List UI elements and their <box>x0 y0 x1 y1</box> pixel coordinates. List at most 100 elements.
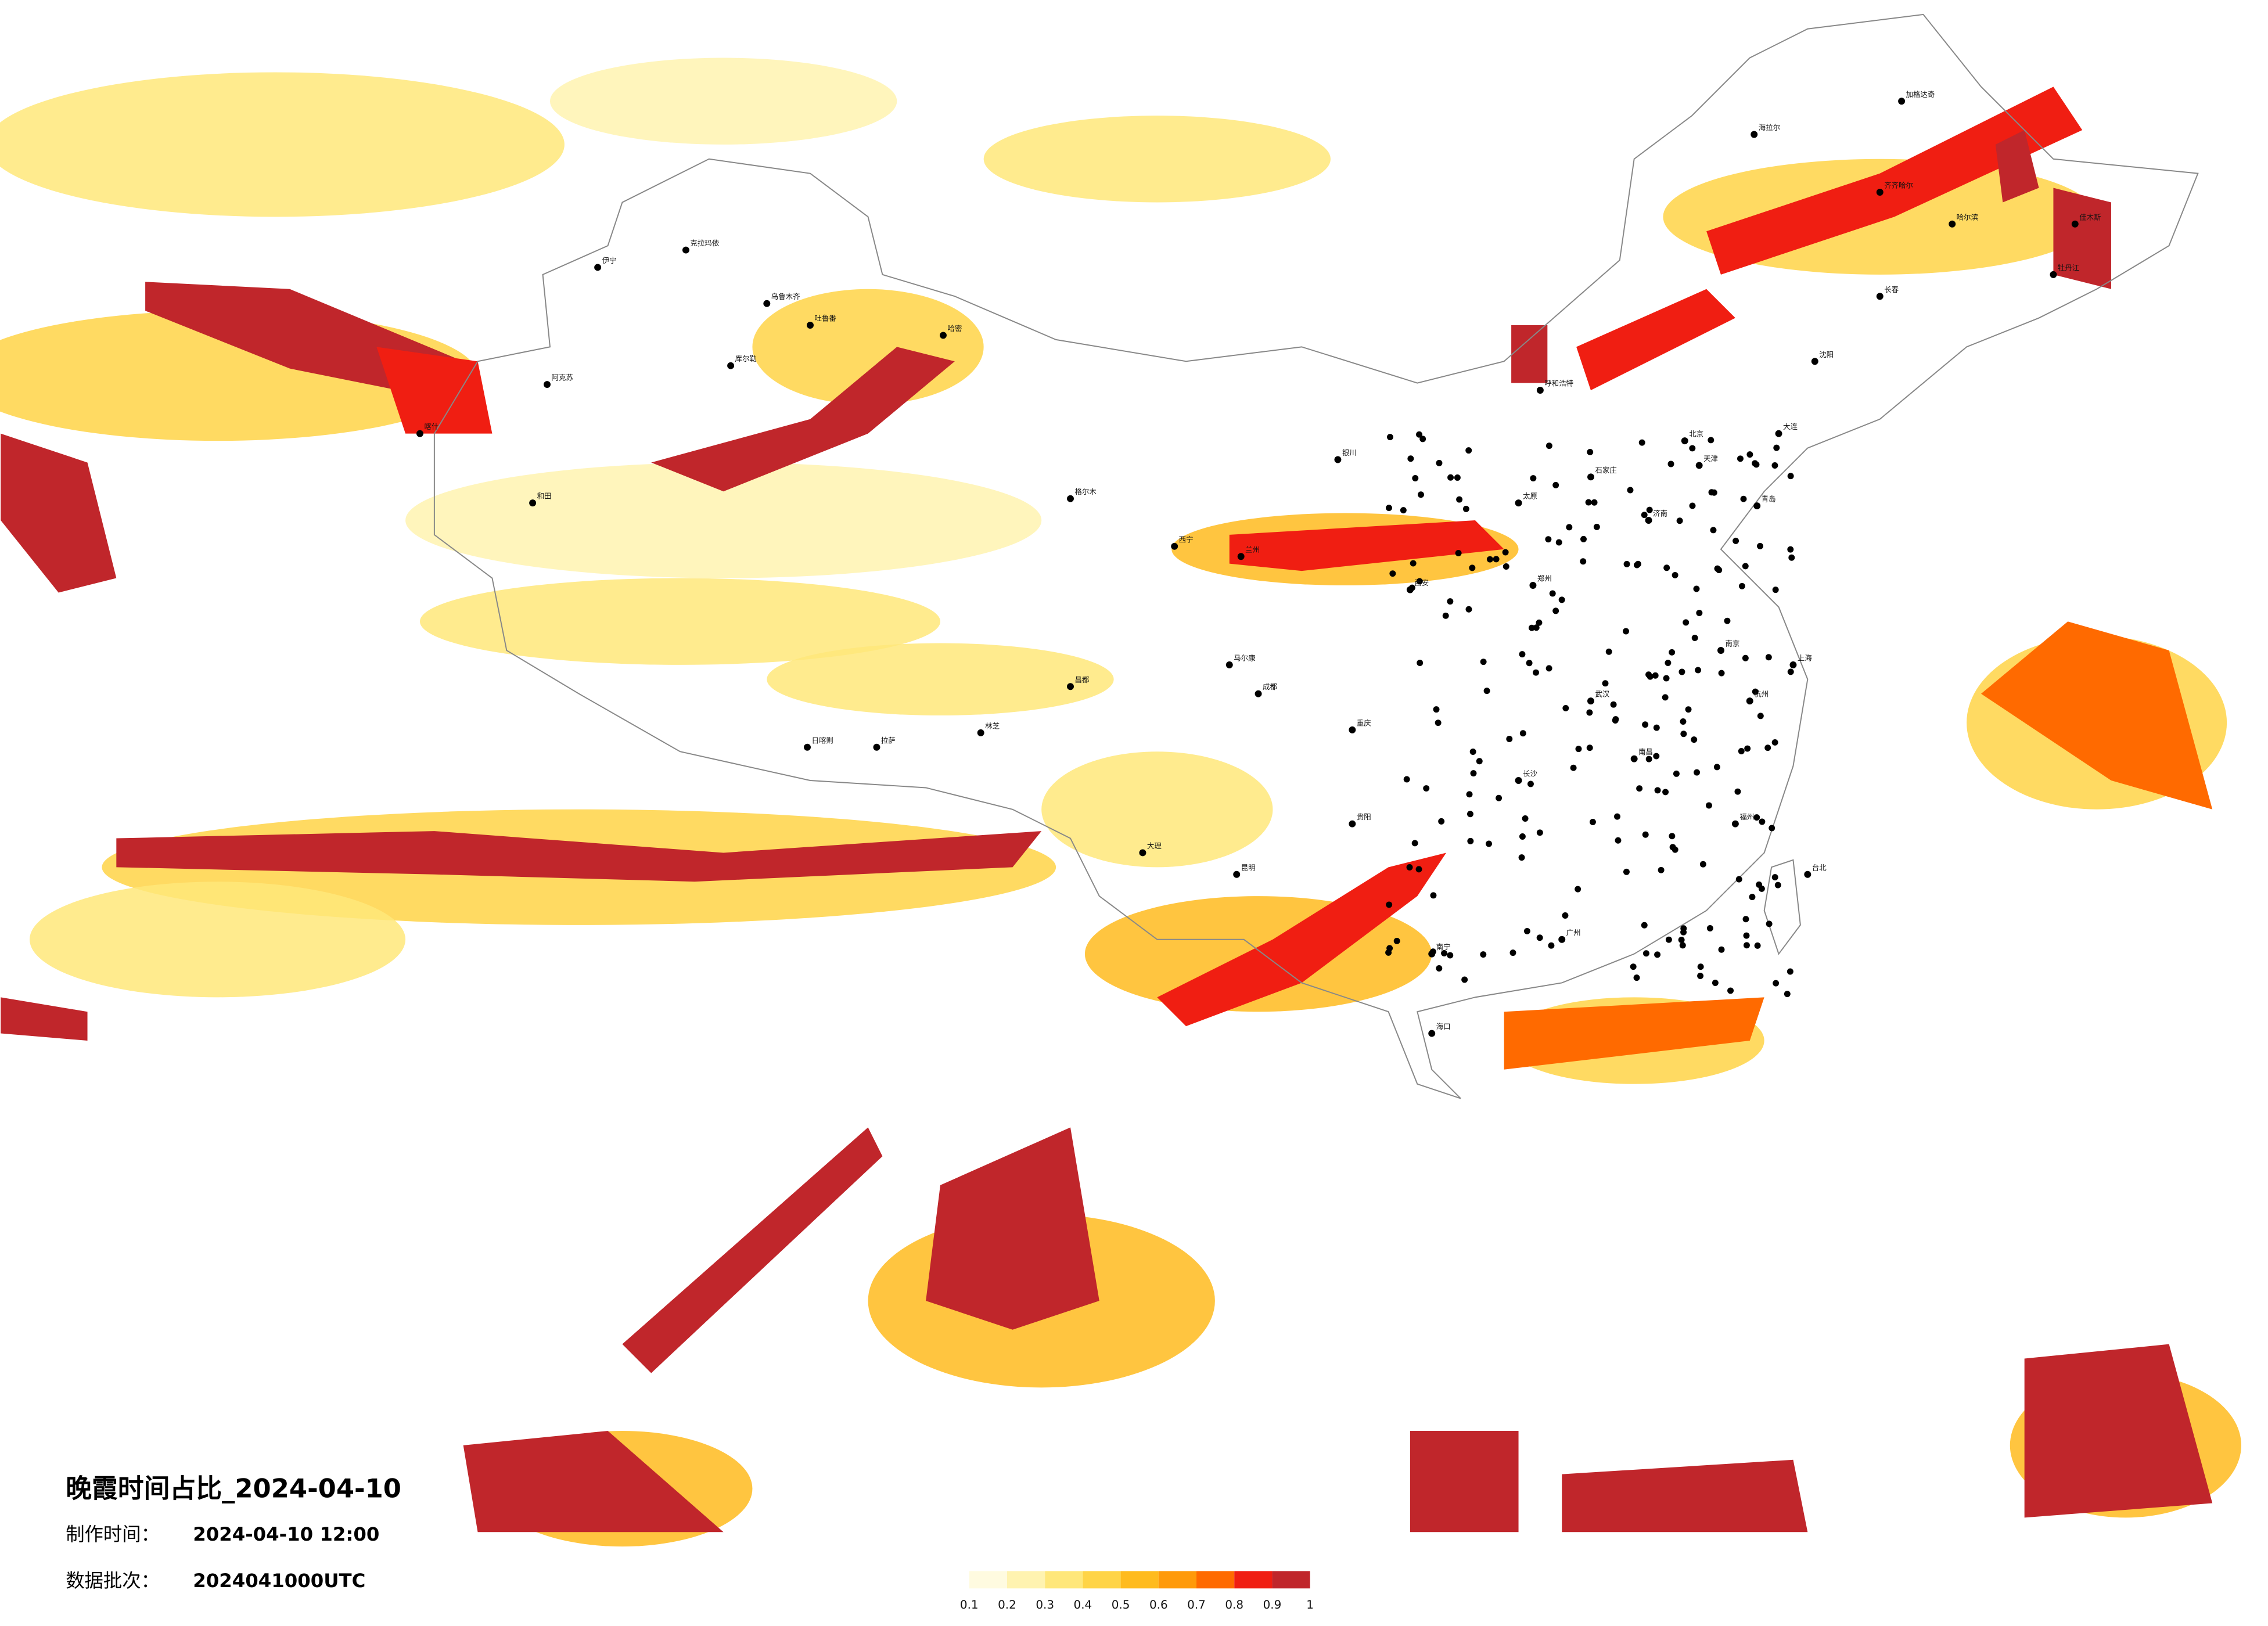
legend-label: 0.5 <box>1112 1598 1130 1611</box>
city-dot <box>1743 932 1750 939</box>
city-dot <box>1679 942 1686 949</box>
legend-swatch <box>1007 1571 1045 1589</box>
city-dot <box>1589 818 1596 825</box>
city-label: 喀什 <box>424 422 438 431</box>
legend-swatch <box>969 1571 1007 1589</box>
city-dot <box>1804 870 1811 878</box>
city-dot <box>1612 716 1619 723</box>
city-dot <box>1480 951 1487 958</box>
heat-zone <box>2053 188 2111 289</box>
city-dot <box>1772 587 1779 593</box>
city-dot <box>1237 553 1245 560</box>
city-dot <box>1614 813 1620 820</box>
city-dot <box>1386 434 1393 441</box>
city-dot <box>1486 840 1492 847</box>
city-label: 马尔康 <box>1234 653 1255 662</box>
city-dot <box>1652 672 1659 679</box>
city-dot <box>1718 670 1725 677</box>
heat-zone <box>1 997 88 1041</box>
city-dot <box>1575 886 1582 893</box>
city-dot <box>682 246 689 254</box>
legend-swatch <box>1272 1571 1310 1589</box>
city-dot <box>1545 536 1552 543</box>
heat-zone <box>1229 520 1504 571</box>
city-dot <box>1712 979 1719 986</box>
city-dot <box>1788 554 1795 561</box>
city-dot <box>1558 596 1565 603</box>
city-label: 海拉尔 <box>1759 123 1780 132</box>
city-dot <box>1697 972 1704 979</box>
city-dot <box>1680 731 1687 738</box>
city-label: 重庆 <box>1357 718 1371 727</box>
city-dot <box>1580 558 1587 565</box>
city-dot <box>1349 726 1356 733</box>
city-dot <box>1766 920 1773 927</box>
city-dot <box>939 332 947 339</box>
city-dot <box>1526 660 1533 667</box>
city-label: 呼和浩特 <box>1544 379 1573 388</box>
city-dot <box>1171 542 1178 550</box>
city-label: 沈阳 <box>1819 350 1834 359</box>
city-dot <box>1642 831 1649 838</box>
city-label: 台北 <box>1812 863 1827 872</box>
heat-zone <box>1576 289 1735 390</box>
city-dot <box>1570 764 1577 771</box>
city-dot <box>1530 475 1537 482</box>
city-dot <box>2050 271 2057 278</box>
batch-label: 数据批次： <box>66 1570 160 1592</box>
city-label: 哈尔滨 <box>1957 213 1978 221</box>
city-dot <box>1386 901 1393 908</box>
heat-zone <box>1995 130 2039 203</box>
city-dot <box>1436 965 1443 972</box>
city-dot <box>1669 844 1676 851</box>
city-dot <box>1067 683 1074 690</box>
city-dot <box>1753 502 1761 510</box>
legend-swatch <box>1158 1571 1197 1589</box>
city-dot <box>1638 439 1645 446</box>
heat-halo <box>419 578 940 665</box>
city-dot <box>1515 777 1522 784</box>
city-label: 银川 <box>1342 448 1357 457</box>
china-border <box>433 13 2199 1099</box>
city-dot <box>1349 820 1356 828</box>
city-label: 石家庄 <box>1595 466 1616 474</box>
city-dot <box>1665 936 1672 943</box>
legend-swatch <box>1234 1571 1273 1589</box>
city-dot <box>1727 987 1734 994</box>
heat-halo <box>549 57 897 145</box>
city-label: 杭州 <box>1754 690 1769 699</box>
city-dot <box>1428 1030 1436 1037</box>
city-dot <box>1673 770 1680 777</box>
heat-zone <box>1981 621 2213 810</box>
city-dot <box>1407 455 1414 462</box>
city-dot <box>1713 764 1720 771</box>
city-dot <box>1233 870 1241 878</box>
city-dot <box>1653 753 1660 760</box>
city-dot <box>1634 560 1641 567</box>
city-label: 长春 <box>1884 285 1899 294</box>
city-dot <box>1752 460 1759 467</box>
city-dot <box>1476 758 1483 765</box>
city-dot <box>1665 659 1672 666</box>
city-label: 昆明 <box>1241 863 1256 872</box>
city-dot <box>1751 131 1758 138</box>
taiwan <box>1763 859 1801 955</box>
city-dot <box>1759 818 1766 825</box>
city-dot <box>1416 431 1423 438</box>
city-dot <box>1496 794 1503 801</box>
legend-swatch <box>1045 1571 1083 1589</box>
city-dot <box>1678 937 1685 943</box>
city-dot <box>1562 912 1569 919</box>
heat-layer <box>0 57 2241 1547</box>
city-dot <box>1433 706 1440 713</box>
city-dot <box>1773 980 1780 987</box>
city-dot <box>1765 654 1772 661</box>
city-dot <box>1623 560 1630 567</box>
legend-label: 1 <box>1306 1598 1314 1611</box>
city-dot <box>1518 854 1525 861</box>
city-dot <box>1742 654 1749 661</box>
city-label: 西安 <box>1414 578 1429 587</box>
city-dot <box>1784 991 1791 998</box>
heat-zone <box>1504 997 1764 1070</box>
